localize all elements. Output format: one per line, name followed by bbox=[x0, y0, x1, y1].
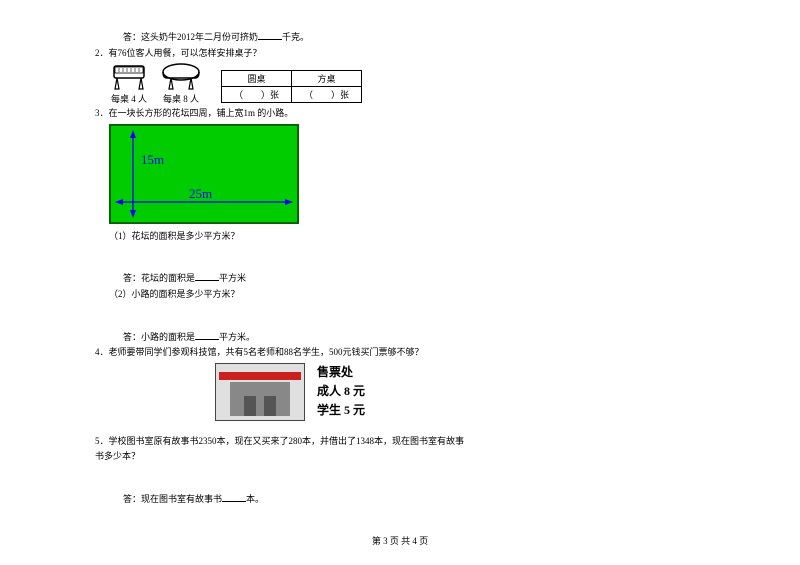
q1-answer-prefix: 答：这头奶牛2012年二月份可挤奶 bbox=[123, 32, 258, 42]
ticket-adult: 成人 8 元 bbox=[317, 382, 365, 401]
q3-a1-pre: 答：花坛的面积是 bbox=[123, 273, 195, 283]
arrange-h2: 方桌 bbox=[292, 71, 362, 87]
q3-a1-suf: 平方米 bbox=[219, 273, 246, 283]
q3-blank1[interactable] bbox=[195, 271, 219, 281]
q3-p1: （1）花坛的面积是多少平方米？ bbox=[109, 230, 705, 243]
round-table-group: 每桌 8 人 bbox=[159, 62, 203, 105]
q5-l1: 5．学校图书室原有故事书2350本，现在又买来了280本，并借出了1348本，现… bbox=[95, 435, 705, 448]
q4-text: 4．老师要带同学们参观科技馆，共有5名老师和88名学生，500元钱买门票够不够？ bbox=[95, 346, 705, 359]
round-table-icon bbox=[159, 62, 203, 92]
q3-a2-suf: 平方米。 bbox=[219, 332, 255, 342]
q1-blank[interactable] bbox=[258, 30, 282, 40]
arrange-table: 圆桌 方桌 （ ）张 （ ）张 bbox=[221, 70, 362, 103]
arrange-c1[interactable]: （ ）张 bbox=[222, 87, 292, 103]
arrange-h1: 圆桌 bbox=[222, 71, 292, 87]
square-table-label: 每桌 4 人 bbox=[111, 92, 147, 105]
ticket-title: 售票处 bbox=[317, 363, 365, 382]
square-table-group: 每桌 4 人 bbox=[109, 62, 149, 105]
q5-a-pre: 答：现在图书室有故事书 bbox=[123, 494, 222, 504]
q5-l2: 书多少本？ bbox=[95, 450, 705, 463]
q3-a2: 答：小路的面积是 平方米。 bbox=[123, 330, 705, 344]
q1-answer-suffix: 千克。 bbox=[282, 32, 309, 42]
q3-text: 3．在一块长方形的花坛四周，铺上宽1m 的小路。 bbox=[95, 107, 705, 120]
ticket-student: 学生 5 元 bbox=[317, 401, 365, 420]
q2-row: 每桌 4 人 每桌 8 人 圆桌 方桌 （ ）张 （ ）张 bbox=[109, 62, 705, 105]
length-label: 25m bbox=[189, 186, 212, 201]
q4-figure: 售票处 成人 8 元 学生 5 元 bbox=[215, 363, 705, 421]
q3-blank2[interactable] bbox=[195, 330, 219, 340]
q5-a-suf: 本。 bbox=[246, 494, 264, 504]
square-table-icon bbox=[109, 62, 149, 92]
q3-diagram: 15m 25m bbox=[109, 124, 705, 226]
q5-blank[interactable] bbox=[222, 492, 246, 502]
ticket-photo bbox=[215, 363, 305, 421]
q5-answer: 答：现在图书室有故事书 本。 bbox=[123, 492, 705, 506]
width-label: 15m bbox=[141, 152, 164, 167]
q3-p2: （2）小路的面积是多少平方米？ bbox=[109, 288, 705, 301]
q3-a1: 答：花坛的面积是 平方米 bbox=[123, 271, 705, 285]
ticket-text: 售票处 成人 8 元 学生 5 元 bbox=[317, 363, 365, 421]
round-table-label: 每桌 8 人 bbox=[163, 92, 199, 105]
q2-text: 2．有76位客人用餐，可以怎样安排桌子？ bbox=[95, 47, 705, 60]
q3-a2-pre: 答：小路的面积是 bbox=[123, 332, 195, 342]
arrange-c2[interactable]: （ ）张 bbox=[292, 87, 362, 103]
page-footer: 第 3 页 共 4 页 bbox=[0, 534, 800, 547]
q1-answer: 答：这头奶牛2012年二月份可挤奶 千克。 bbox=[123, 30, 705, 44]
